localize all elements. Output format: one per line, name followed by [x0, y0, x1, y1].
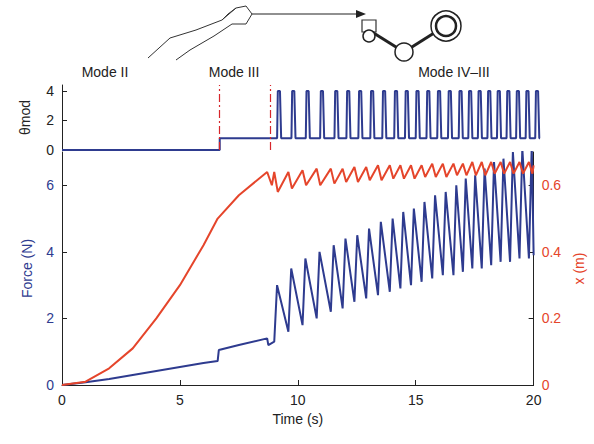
- svg-text:15: 15: [408, 392, 424, 408]
- svg-text:Time (s): Time (s): [272, 411, 323, 427]
- svg-text:5: 5: [176, 392, 184, 408]
- svg-text:Mode II: Mode II: [82, 64, 129, 80]
- svg-text:2: 2: [46, 310, 54, 326]
- svg-text:20: 20: [526, 392, 542, 408]
- svg-text:0: 0: [542, 377, 550, 393]
- svg-text:0: 0: [46, 377, 54, 393]
- svg-text:4: 4: [46, 83, 54, 99]
- svg-text:0.4: 0.4: [542, 244, 562, 260]
- svg-text:6: 6: [46, 177, 54, 193]
- svg-text:0.6: 0.6: [542, 177, 562, 193]
- svg-text:0: 0: [58, 392, 66, 408]
- svg-text:10: 10: [290, 392, 306, 408]
- svg-text:0: 0: [46, 142, 54, 158]
- svg-text:Force (N): Force (N): [19, 239, 35, 298]
- svg-text:θmod: θmod: [17, 100, 33, 135]
- svg-text:4: 4: [46, 244, 54, 260]
- svg-text:x (m): x (m): [571, 253, 587, 285]
- svg-text:2: 2: [46, 112, 54, 128]
- svg-text:Mode IV–III: Mode IV–III: [418, 64, 490, 80]
- svg-text:Mode III: Mode III: [209, 64, 260, 80]
- svg-text:0.2: 0.2: [542, 310, 562, 326]
